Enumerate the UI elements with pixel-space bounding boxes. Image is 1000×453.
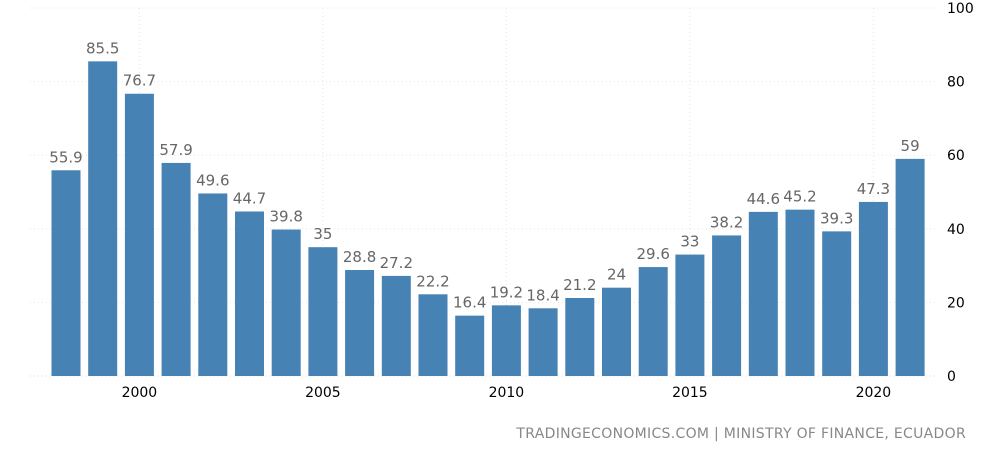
bars	[51, 61, 925, 377]
bar	[455, 315, 485, 376]
bar	[675, 254, 705, 376]
y-tick-label: 100	[947, 1, 974, 17]
bar-value-label: 18.4	[526, 286, 559, 304]
bar	[345, 270, 375, 376]
bar-value-label: 21.2	[563, 276, 596, 294]
bar-value-label: 27.2	[380, 254, 413, 272]
x-axis-ticks: 2000 2005 2010 2015 2020	[122, 385, 892, 401]
x-tick-label: 2020	[856, 385, 892, 401]
bar	[51, 170, 81, 376]
x-tick-label: 2000	[122, 385, 158, 401]
bar-value-label: 49.6	[196, 171, 229, 189]
source-credit: TRADINGECONOMICS.COM | MINISTRY OF FINAN…	[516, 426, 966, 442]
bar-value-label: 45.2	[783, 188, 816, 206]
bar-value-label: 29.6	[636, 245, 669, 263]
bar	[124, 93, 154, 376]
bar	[271, 229, 301, 376]
y-tick-label: 0	[947, 369, 956, 385]
bar-value-label: 55.9	[49, 148, 82, 166]
bar-value-label: 39.8	[269, 208, 302, 226]
bar-value-label: 47.3	[857, 180, 890, 198]
bar-value-label: 28.8	[343, 248, 376, 266]
bar	[858, 201, 888, 376]
bar-value-label: 16.4	[453, 294, 486, 312]
bar-value-label: 85.5	[86, 39, 119, 57]
bar	[198, 193, 228, 376]
y-tick-label: 80	[947, 75, 965, 91]
bar-value-label: 44.7	[233, 190, 266, 208]
bar	[161, 162, 191, 376]
y-tick-label: 20	[947, 295, 965, 311]
x-tick-label: 2010	[489, 385, 525, 401]
bar	[638, 267, 668, 376]
bar-value-label: 59	[901, 137, 920, 155]
bar	[895, 158, 925, 376]
bar-value-label: 44.6	[747, 190, 780, 208]
bar	[381, 275, 411, 376]
bar	[235, 211, 264, 376]
bar	[418, 294, 448, 376]
bar-value-label: 22.2	[416, 272, 449, 290]
bar	[822, 231, 852, 376]
y-axis-ticks: 0 20 40 60 80 100	[947, 1, 974, 385]
bar	[785, 209, 815, 376]
bar	[528, 308, 558, 376]
x-tick-label: 2005	[305, 385, 341, 401]
bar-value-label: 35	[313, 225, 332, 243]
bar-chart: 55.9 85.576.7 57.949.644.739.8 35 28.8 27.222…	[30, 1, 974, 401]
bar	[308, 247, 338, 376]
bar	[748, 211, 778, 376]
bar-value-label: 39.3	[820, 209, 853, 227]
y-tick-label: 60	[947, 148, 965, 164]
bar	[712, 235, 742, 376]
data-labels: 55.9 85.576.7 57.949.644.739.8 35 28.8 27.222…	[49, 39, 919, 311]
x-tick-label: 2015	[672, 385, 708, 401]
bar-value-label: 38.2	[710, 213, 743, 231]
y-tick-label: 40	[947, 222, 965, 238]
bar	[491, 305, 521, 376]
bar-value-label: 33	[680, 233, 699, 251]
bar-value-label: 76.7	[123, 72, 156, 90]
bar	[565, 297, 595, 376]
bar-value-label: 19.2	[490, 283, 523, 301]
bar-value-label: 24	[607, 266, 626, 284]
bar	[88, 61, 118, 377]
bar	[602, 287, 631, 376]
bar-value-label: 57.9	[159, 141, 192, 159]
